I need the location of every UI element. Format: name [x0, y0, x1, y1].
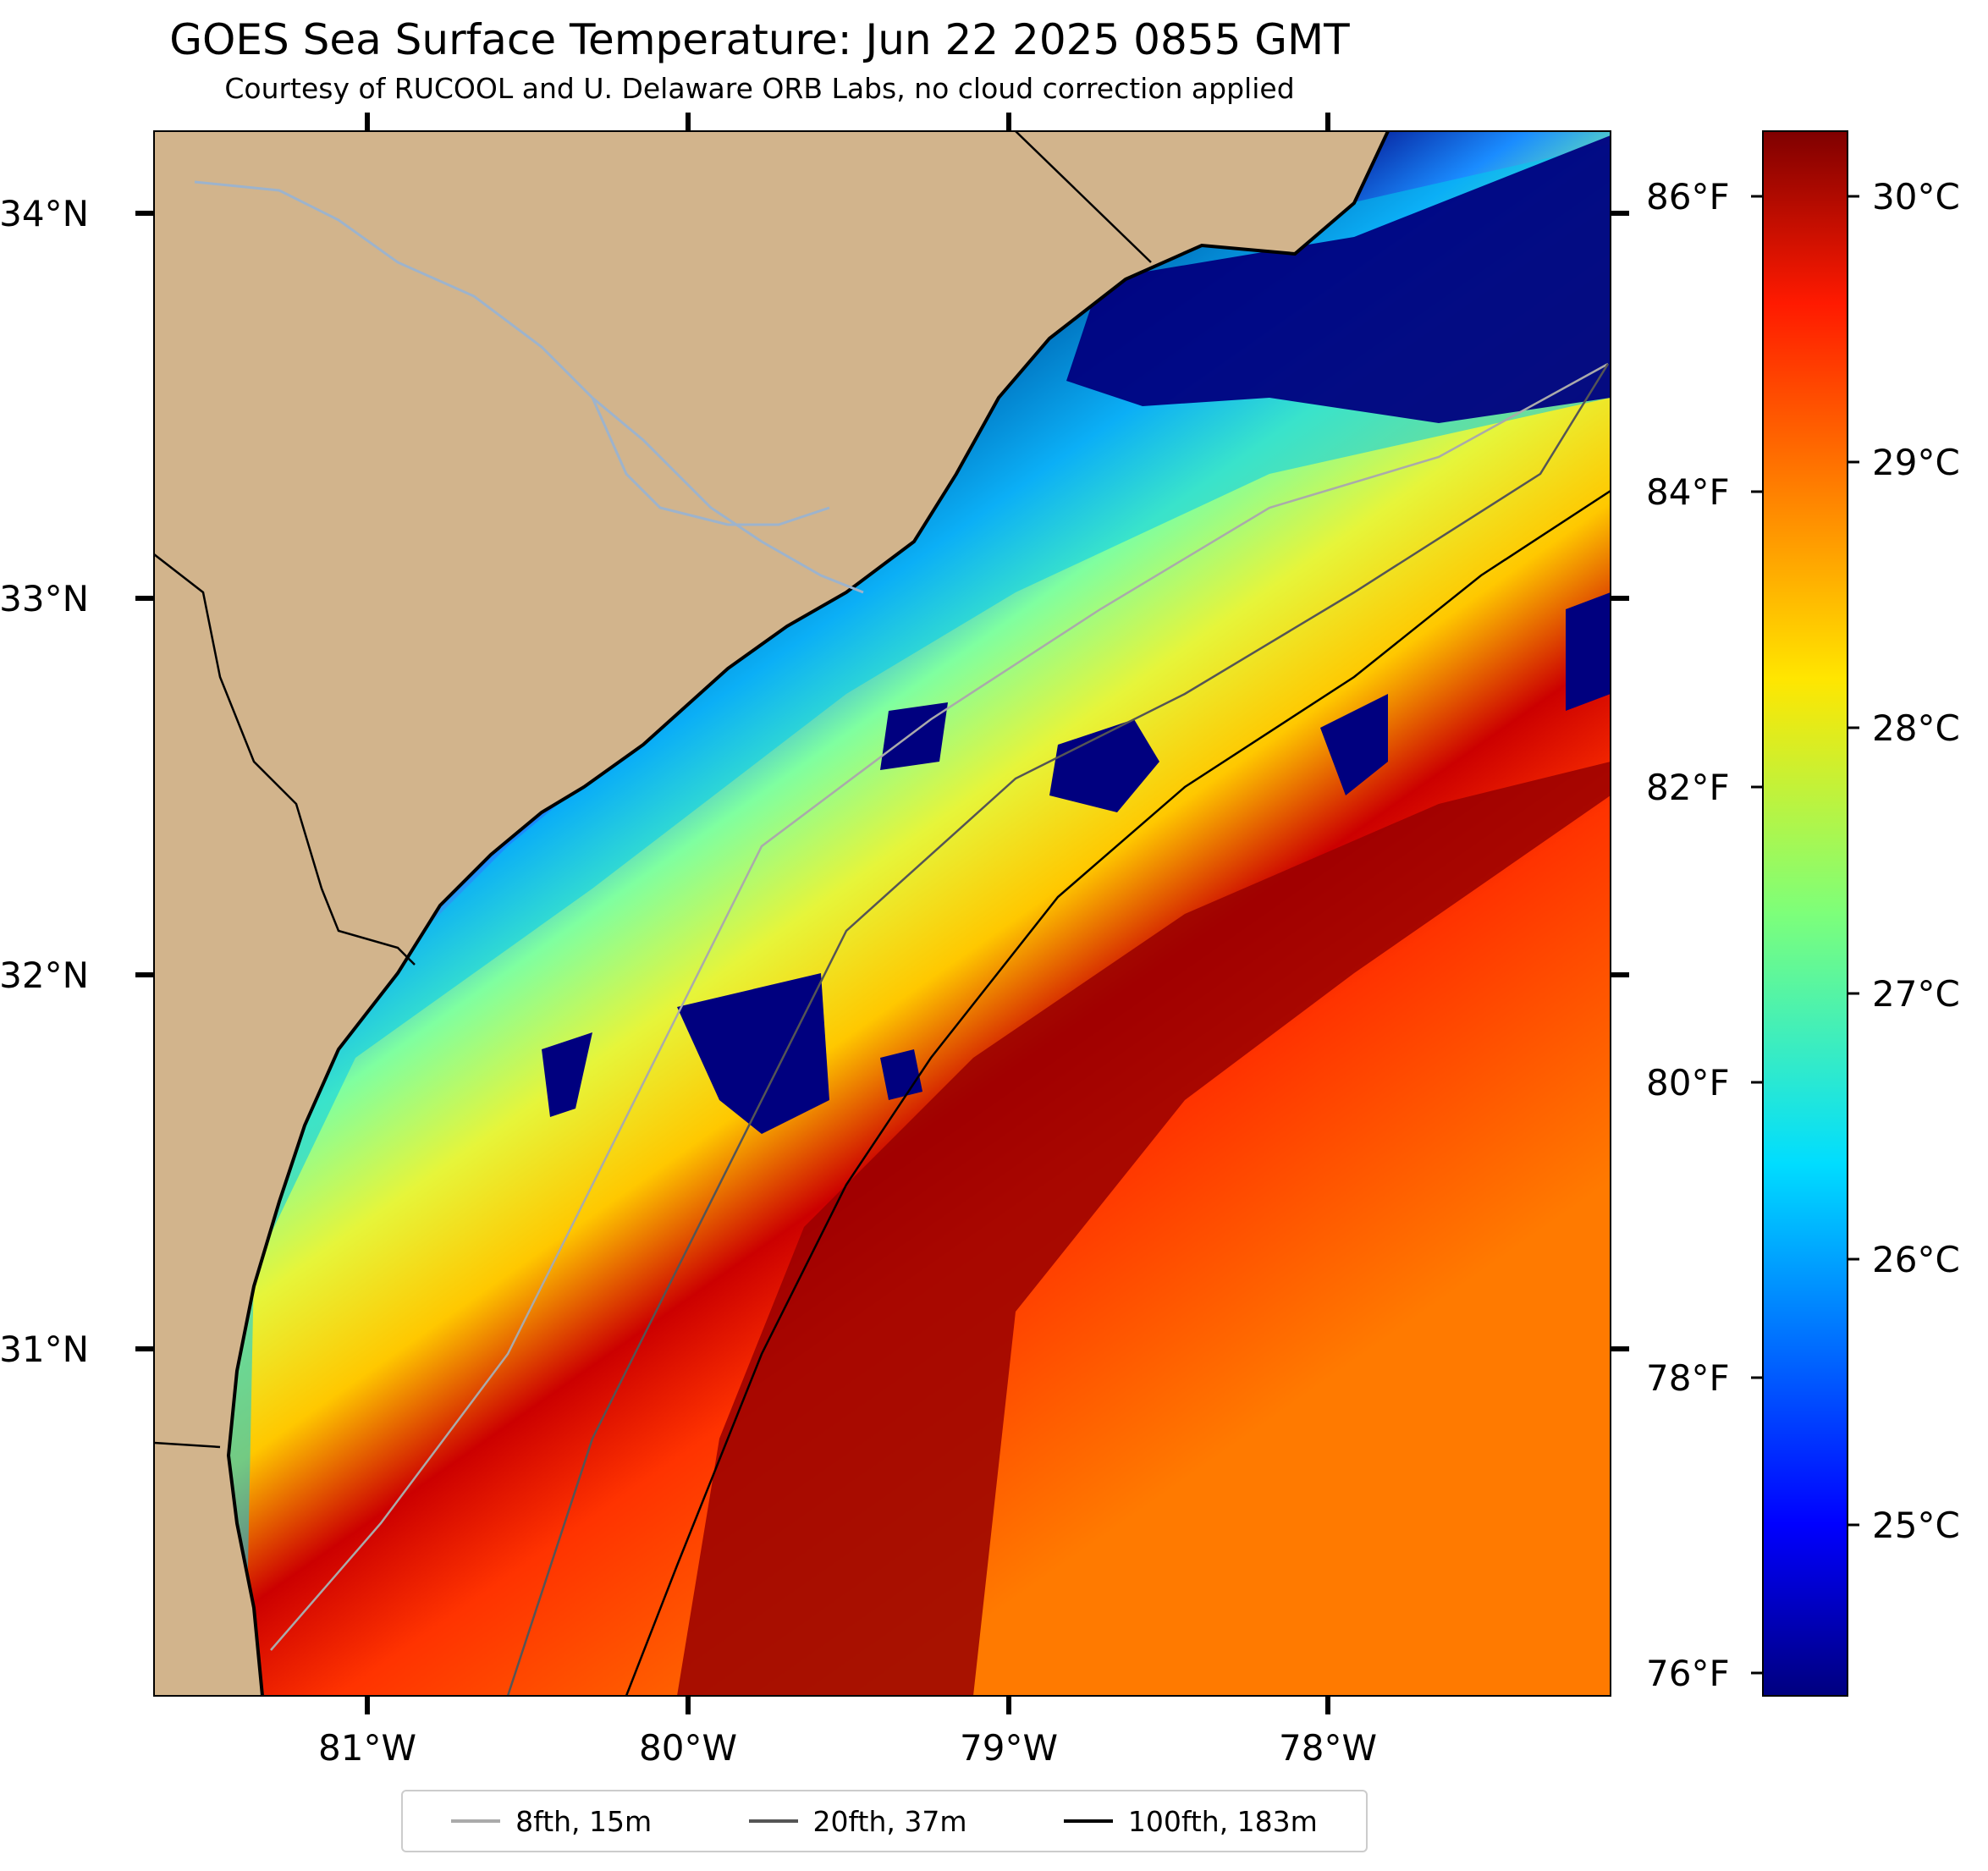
land-mass — [154, 131, 1388, 1696]
legend-swatch — [1063, 1819, 1113, 1823]
cold-pool-northeast — [1066, 135, 1611, 423]
cloud-patch — [1566, 592, 1611, 711]
fahrenheit-ticks — [1751, 195, 1763, 1675]
isobath-legend: 8fth, 15m 20fth, 37m 100fth, 183m — [401, 1790, 1368, 1852]
lat-label: 34°N — [0, 193, 89, 234]
legend-label: 20fth, 37m — [812, 1804, 967, 1838]
coastline — [226, 131, 1390, 1696]
lon-label: 80°W — [639, 1727, 737, 1769]
lon-label: 79°W — [960, 1727, 1058, 1769]
cloud-patch — [1049, 719, 1159, 812]
river — [591, 397, 830, 526]
isobath-20fth — [506, 363, 1610, 1696]
cloud-patch — [542, 1032, 592, 1117]
celsius-label: 26°C — [1872, 1239, 1960, 1280]
fahrenheit-label: 78°F — [1646, 1357, 1730, 1399]
state-border — [154, 1441, 221, 1449]
legend-entry-100fth: 100fth, 183m — [1063, 1804, 1318, 1838]
lon-ticks — [365, 113, 1330, 1714]
celsius-label: 29°C — [1872, 442, 1960, 483]
legend-swatch — [748, 1819, 798, 1823]
legend-label: 8fth, 15m — [515, 1804, 653, 1838]
celsius-label: 30°C — [1872, 176, 1960, 217]
isobath-100fth — [625, 489, 1611, 1696]
celsius-ticks — [1848, 195, 1859, 1527]
gulf-stream-core — [677, 762, 1611, 1696]
legend-swatch — [451, 1819, 501, 1823]
legend-label: 100fth, 183m — [1127, 1804, 1318, 1838]
legend-entry-20fth: 20fth, 37m — [748, 1804, 967, 1838]
celsius-label: 25°C — [1872, 1505, 1960, 1546]
lat-label: 31°N — [0, 1329, 89, 1370]
lon-label: 81°W — [318, 1727, 416, 1769]
cloud-patch — [880, 702, 948, 770]
map-frame — [153, 130, 1611, 1697]
cloud-patch — [677, 973, 829, 1134]
fahrenheit-label: 84°F — [1646, 471, 1730, 513]
fahrenheit-label: 80°F — [1646, 1062, 1730, 1103]
map-subtitle: Courtesy of RUCOOL and U. Delaware ORB L… — [224, 72, 1295, 105]
isobath-8fth — [270, 362, 1609, 1651]
lon-label: 78°W — [1279, 1727, 1377, 1769]
lat-label: 33°N — [0, 578, 89, 619]
colorbar — [1762, 130, 1848, 1697]
state-border — [1015, 131, 1152, 263]
map-title: GOES Sea Surface Temperature: Jun 22 202… — [169, 15, 1350, 64]
cloud-patch — [1320, 694, 1388, 795]
lat-ticks — [135, 211, 1629, 1351]
fahrenheit-label: 82°F — [1646, 767, 1730, 808]
state-border — [154, 553, 416, 966]
celsius-label: 27°C — [1872, 973, 1960, 1015]
legend-entry-8fth: 8fth, 15m — [451, 1805, 652, 1838]
fahrenheit-label: 76°F — [1646, 1653, 1730, 1694]
lat-label: 32°N — [0, 955, 89, 996]
fahrenheit-label: 86°F — [1646, 176, 1730, 217]
celsius-label: 28°C — [1872, 707, 1960, 749]
